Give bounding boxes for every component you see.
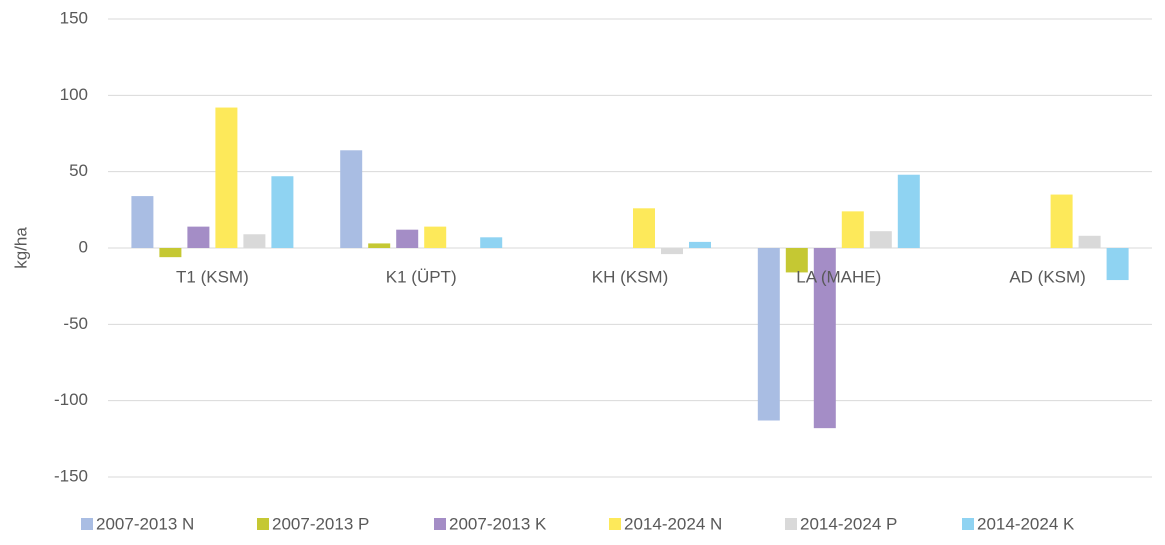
x-tick-label: LA (MAHE) — [796, 267, 881, 286]
bar — [480, 237, 503, 248]
legend-label: 2014-2024 P — [800, 514, 897, 533]
bar — [424, 226, 447, 248]
legend-swatch — [257, 518, 269, 530]
legend-swatch — [785, 518, 797, 530]
legend-swatch — [81, 518, 93, 530]
y-tick-label: 150 — [60, 8, 88, 27]
y-tick-label: -100 — [54, 390, 88, 409]
x-tick-label: KH (KSM) — [592, 267, 669, 286]
x-tick-label: AD (KSM) — [1009, 267, 1086, 286]
bar — [368, 243, 391, 248]
bar — [187, 226, 210, 248]
legend-label: 2014-2024 N — [624, 514, 722, 533]
legend-label: 2007-2013 N — [96, 514, 194, 533]
bar — [131, 196, 154, 248]
bar — [340, 150, 363, 248]
bar — [841, 211, 864, 248]
bar — [215, 107, 238, 249]
x-tick-label: K1 (ÜPT) — [386, 267, 457, 286]
x-tick-label: T1 (KSM) — [176, 267, 249, 286]
bar — [897, 174, 920, 248]
bar — [813, 248, 836, 429]
legend-label: 2007-2013 P — [272, 514, 369, 533]
bar — [869, 231, 892, 248]
bar — [633, 208, 655, 248]
y-tick-label: -50 — [63, 314, 88, 333]
bar — [1078, 235, 1101, 248]
legend-swatch — [434, 518, 446, 530]
bar — [785, 248, 808, 273]
legend-swatch — [609, 518, 621, 530]
y-tick-label: 0 — [79, 237, 88, 256]
bar — [1050, 194, 1073, 248]
bar — [757, 248, 780, 421]
bar — [661, 248, 683, 255]
bar — [1106, 248, 1129, 281]
bar — [243, 234, 266, 248]
legend-label: 2007-2013 K — [449, 514, 547, 533]
bar — [271, 176, 294, 248]
y-tick-label: 100 — [60, 85, 88, 104]
legend-swatch — [962, 518, 974, 530]
bar — [159, 248, 182, 258]
y-tick-label: -150 — [54, 466, 88, 485]
bar — [689, 241, 711, 248]
y-axis-label: kg/ha — [11, 227, 30, 269]
legend-label: 2014-2024 K — [977, 514, 1075, 533]
bar — [396, 229, 419, 248]
y-tick-label: 50 — [69, 161, 88, 180]
